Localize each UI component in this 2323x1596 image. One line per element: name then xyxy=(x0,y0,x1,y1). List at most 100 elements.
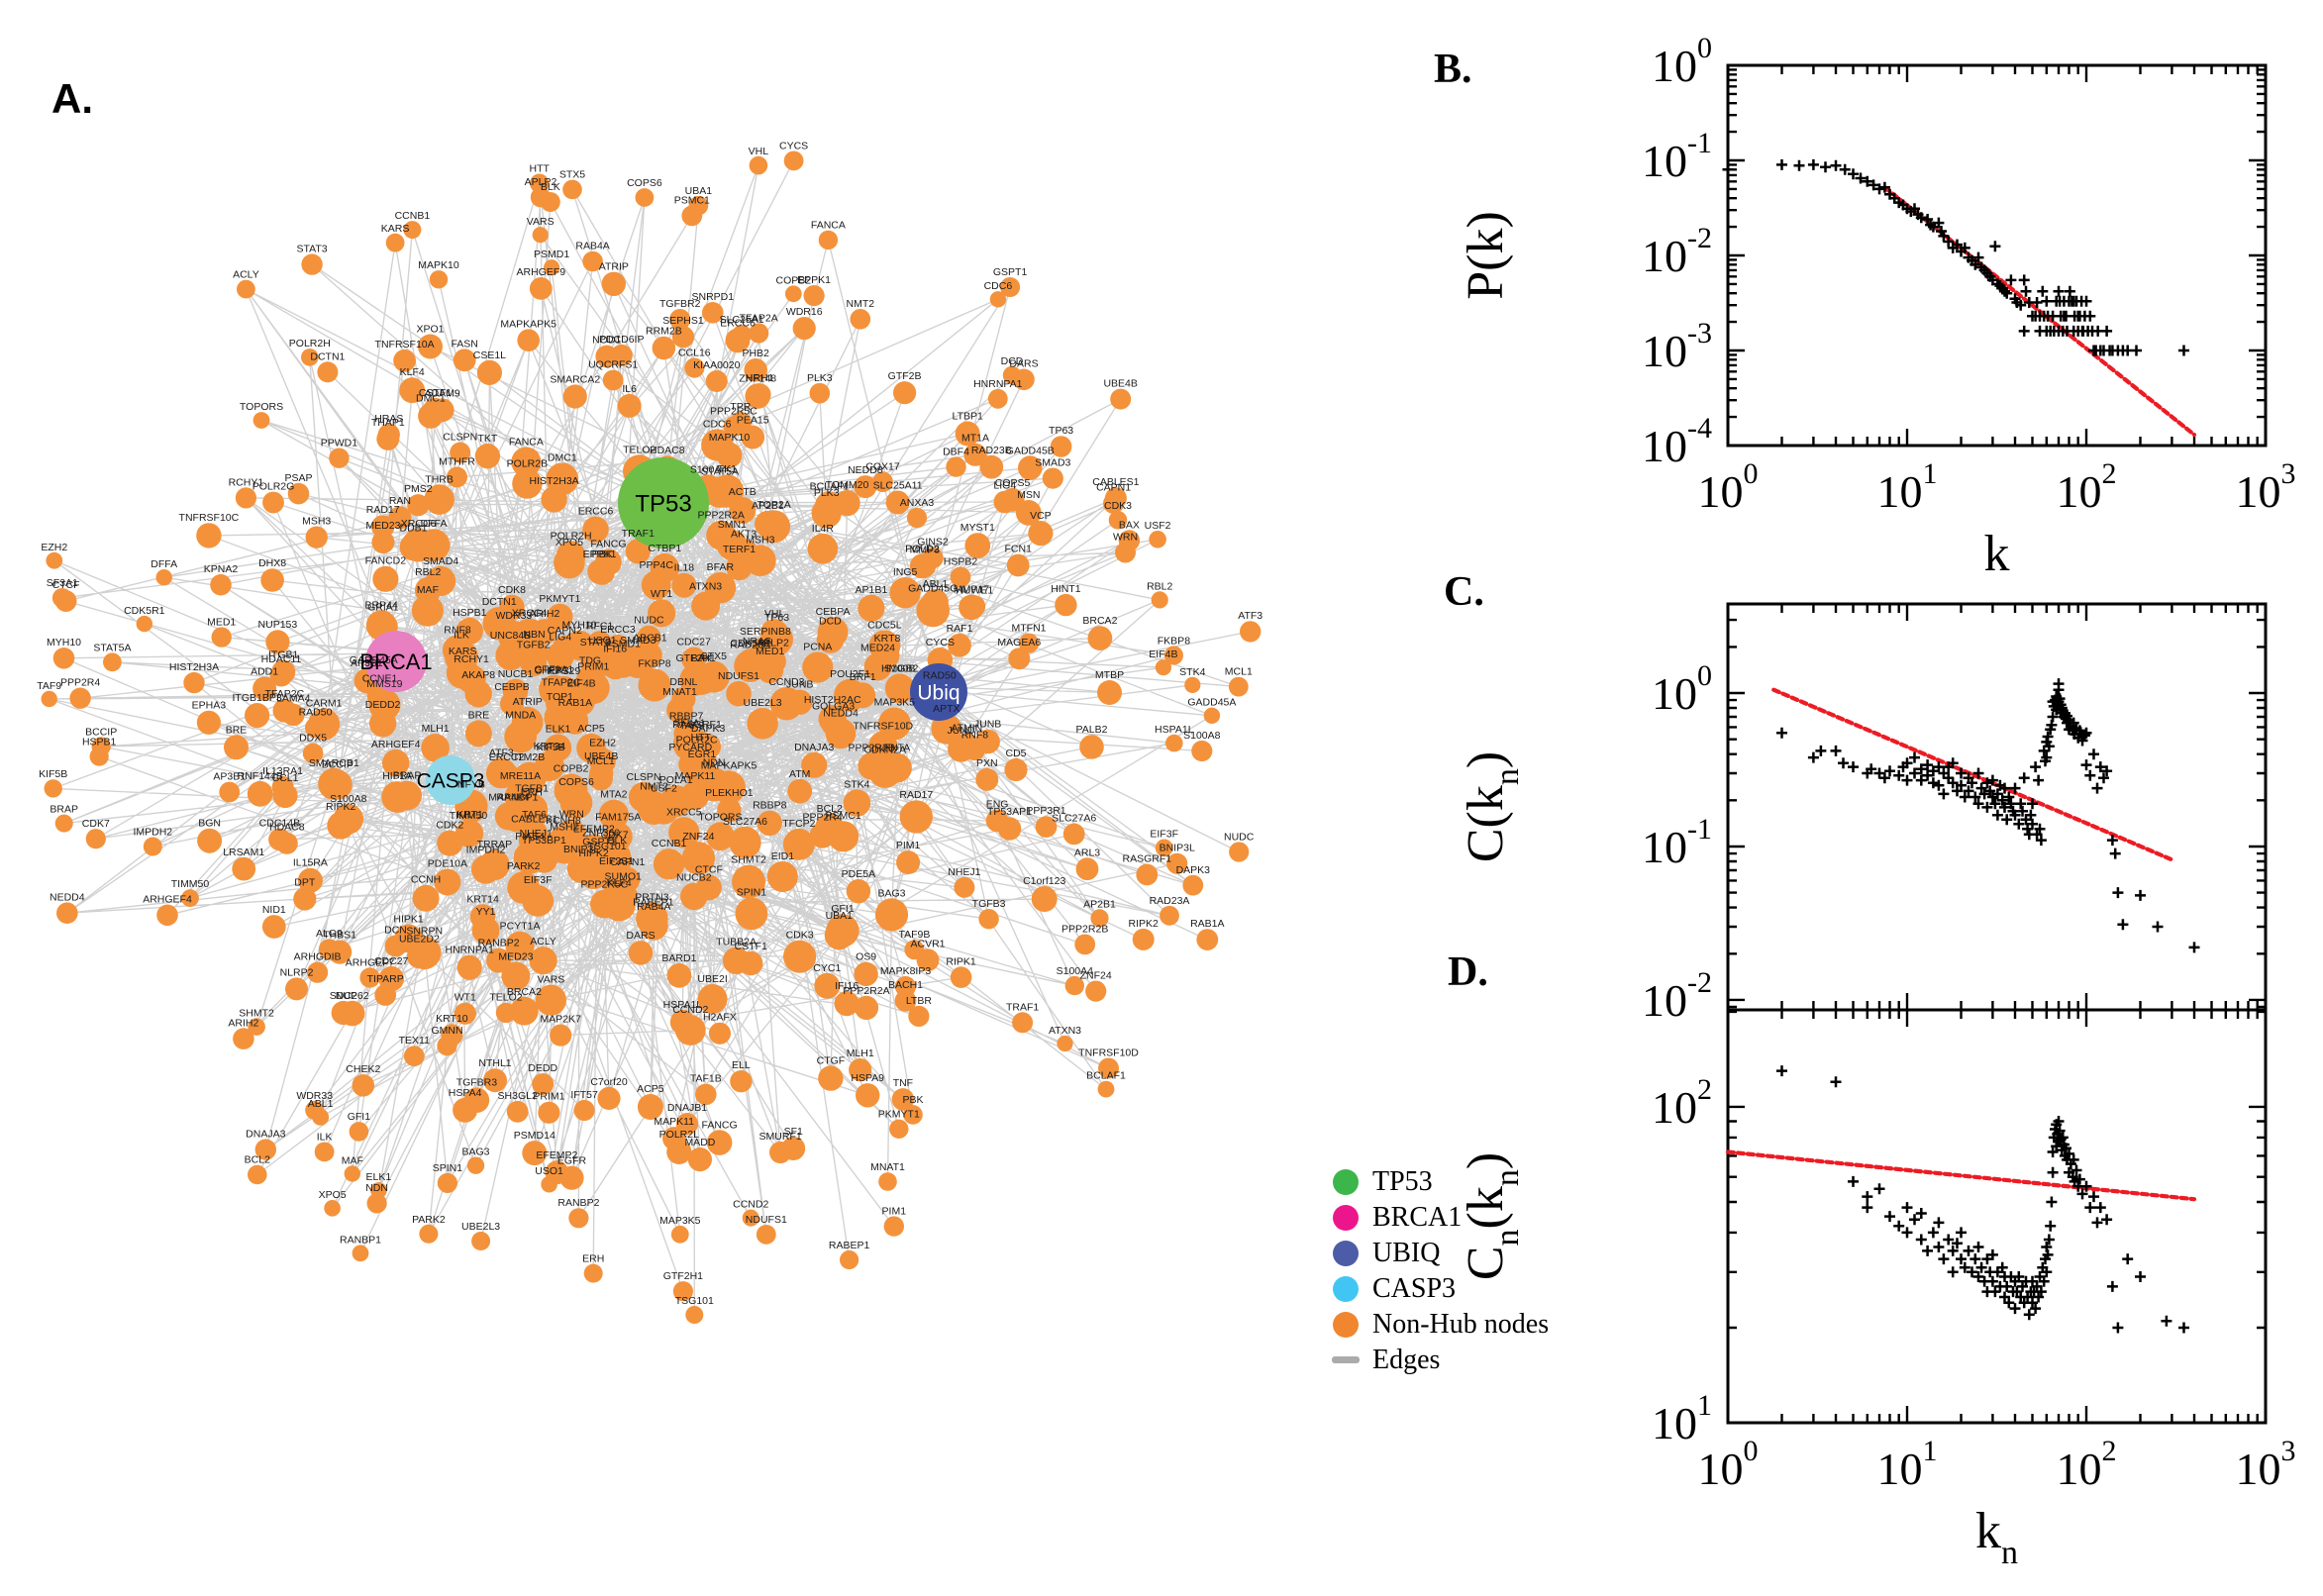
network-node xyxy=(582,516,609,544)
network-node xyxy=(1087,626,1113,650)
network-node-label: HRAS xyxy=(374,413,403,425)
network-node-label: LTBR xyxy=(906,995,932,1007)
network-node-label: MAP4K4 xyxy=(488,791,530,803)
network-node-label: FKBP8 xyxy=(638,658,670,670)
network-node xyxy=(515,793,549,826)
network-node-label: ATMIN xyxy=(951,722,982,734)
network-node xyxy=(530,173,550,193)
network-node xyxy=(272,698,297,723)
network-node-label: MMP17 xyxy=(954,584,989,596)
network-node-label: PPP2R4 xyxy=(802,812,842,824)
network-node-label: MTHFR xyxy=(439,455,475,467)
network-node-label: ELK1 xyxy=(546,724,571,736)
network-node-label: SMAD4 xyxy=(423,555,458,567)
network-node-label: XPO5 xyxy=(319,1189,347,1201)
network-node-label: MTBP xyxy=(1095,669,1124,681)
network-node xyxy=(385,233,405,252)
network-node-label: TOPORS xyxy=(240,401,283,413)
network-node xyxy=(728,539,760,571)
network-node xyxy=(769,687,804,721)
network-node-label: PXN xyxy=(976,757,998,769)
network-node xyxy=(434,868,461,896)
network-node xyxy=(1240,621,1262,643)
legend-label: BRCA1 xyxy=(1372,1201,1463,1233)
network-node xyxy=(143,837,162,856)
network-node-label: PPP2R4 xyxy=(60,677,100,689)
network-node xyxy=(41,690,57,708)
network-node xyxy=(636,902,668,935)
network-node-label: HRH1 xyxy=(746,372,774,384)
network-node-label: WDR16 xyxy=(786,306,823,318)
network-node-label: NHEJ1 xyxy=(520,828,553,840)
network-node xyxy=(652,336,676,360)
network-node xyxy=(501,961,531,991)
network-node-label: TRAF1 xyxy=(622,528,655,540)
network-node-label: TGFBR2 xyxy=(659,298,701,310)
network-node-label: ANXA3 xyxy=(900,497,935,509)
network-node-label: IL18 xyxy=(674,562,695,574)
hub-tp53 xyxy=(618,457,709,549)
network-node-label: BCLAF1 xyxy=(810,480,850,492)
network-node-label: TUBB2A xyxy=(716,937,757,948)
network-node xyxy=(265,630,290,654)
network-node-label: CYC1 xyxy=(813,962,841,974)
network-node xyxy=(702,302,724,324)
network-node xyxy=(224,735,249,760)
network-node-label: PPWD1 xyxy=(321,438,358,449)
network-node-label: RASGRF1 xyxy=(1123,853,1172,865)
network-node-label: TIPARP xyxy=(367,973,404,985)
network-node-label: TAF9B xyxy=(898,929,930,941)
y-tick-label: 100 xyxy=(1652,659,1712,719)
network-node-label: UNC84B xyxy=(490,630,531,642)
network-node xyxy=(749,323,769,344)
network-node-label: HSPB1 xyxy=(82,737,117,748)
network-node-label: S100B xyxy=(884,663,916,675)
network-node-label: CDC27 xyxy=(374,955,409,967)
network-node xyxy=(1028,521,1054,547)
network-node xyxy=(846,879,871,904)
network-node-label: SMN1 xyxy=(718,519,747,531)
network-node-label: PSMD1 xyxy=(534,249,569,260)
network-node xyxy=(814,972,841,999)
network-node xyxy=(483,1068,507,1093)
network-node-label: NDUFS1 xyxy=(718,670,759,682)
network-node-label: S100A4 xyxy=(690,463,728,475)
network-node xyxy=(1050,436,1072,457)
network-node-label: FANCA xyxy=(509,437,544,449)
network-node-label: TFAP2A xyxy=(740,312,778,324)
network-node-label: PBK xyxy=(902,1094,923,1106)
network-node xyxy=(950,966,972,988)
network-node-label: HNRNPA1 xyxy=(973,378,1023,390)
network-node xyxy=(748,383,771,406)
network-node-label: WRN xyxy=(559,808,584,820)
network-node xyxy=(372,565,399,592)
network-node-label: APTX xyxy=(933,703,960,715)
network-node-label: RAD50 xyxy=(299,707,333,719)
hub-brca1 xyxy=(365,631,427,692)
network-node-label: CDK8 xyxy=(498,584,526,596)
network-node-label: HIPK2 xyxy=(578,848,609,859)
network-node-label: UBE2I xyxy=(697,973,727,985)
network-node-label: S100A8 xyxy=(330,793,367,805)
network-node xyxy=(975,767,999,791)
network-node xyxy=(909,553,935,579)
network-node-label: ACP5 xyxy=(577,723,605,735)
network-node-label: ERCC3 xyxy=(600,624,636,636)
network-node xyxy=(317,361,339,383)
network-node-label: TP53BP1 xyxy=(522,835,566,847)
network-node xyxy=(252,412,270,429)
network-node-label: RANBP1 xyxy=(496,791,538,803)
network-node xyxy=(46,551,63,569)
network-node-label: DEDD2 xyxy=(365,699,401,711)
network-node xyxy=(818,230,839,250)
y-tick-label: 102 xyxy=(1652,1073,1712,1133)
network-node-label: MLH1 xyxy=(422,723,450,735)
network-node-label: PRIM1 xyxy=(533,1091,564,1103)
network-node-label: TERF1 xyxy=(723,544,756,555)
network-node xyxy=(403,221,422,240)
network-node-label: HDAC8 xyxy=(650,445,685,456)
network-node xyxy=(549,826,578,855)
legend: TP53 BRCA1 UBIQ CASP3 Non-Hub nodes Edge… xyxy=(1332,1166,1549,1375)
network-node xyxy=(706,822,735,851)
